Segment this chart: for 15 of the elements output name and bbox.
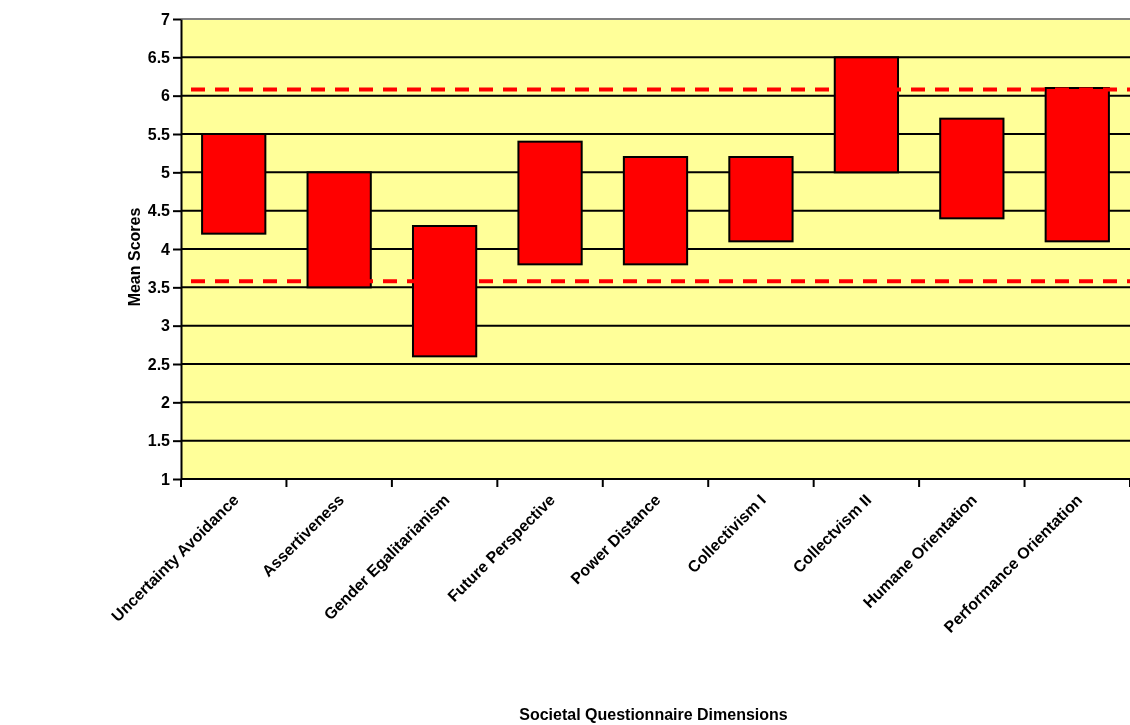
- y-tick-label: 1: [161, 470, 171, 488]
- y-tick-label: 2: [161, 393, 171, 411]
- y-tick-label: 6: [161, 87, 171, 105]
- y-tick-label: 5: [161, 163, 171, 181]
- y-tick-label: 4.5: [147, 202, 171, 220]
- y-tick-label: 3: [161, 317, 171, 335]
- y-tick-label: 5.5: [147, 125, 171, 143]
- y-tick-label: 3.5: [147, 278, 171, 296]
- y-tick-label: 4: [161, 240, 171, 258]
- y-tick-label: 2.5: [147, 355, 171, 373]
- y-tick-label: 6.5: [147, 48, 171, 66]
- y-tick-label: 1.5: [147, 432, 171, 450]
- y-axis-title: Mean Scores: [126, 207, 143, 307]
- x-axis-title: Societal Questionnaire Dimensions: [519, 706, 788, 723]
- y-tick-label: 7: [161, 10, 171, 28]
